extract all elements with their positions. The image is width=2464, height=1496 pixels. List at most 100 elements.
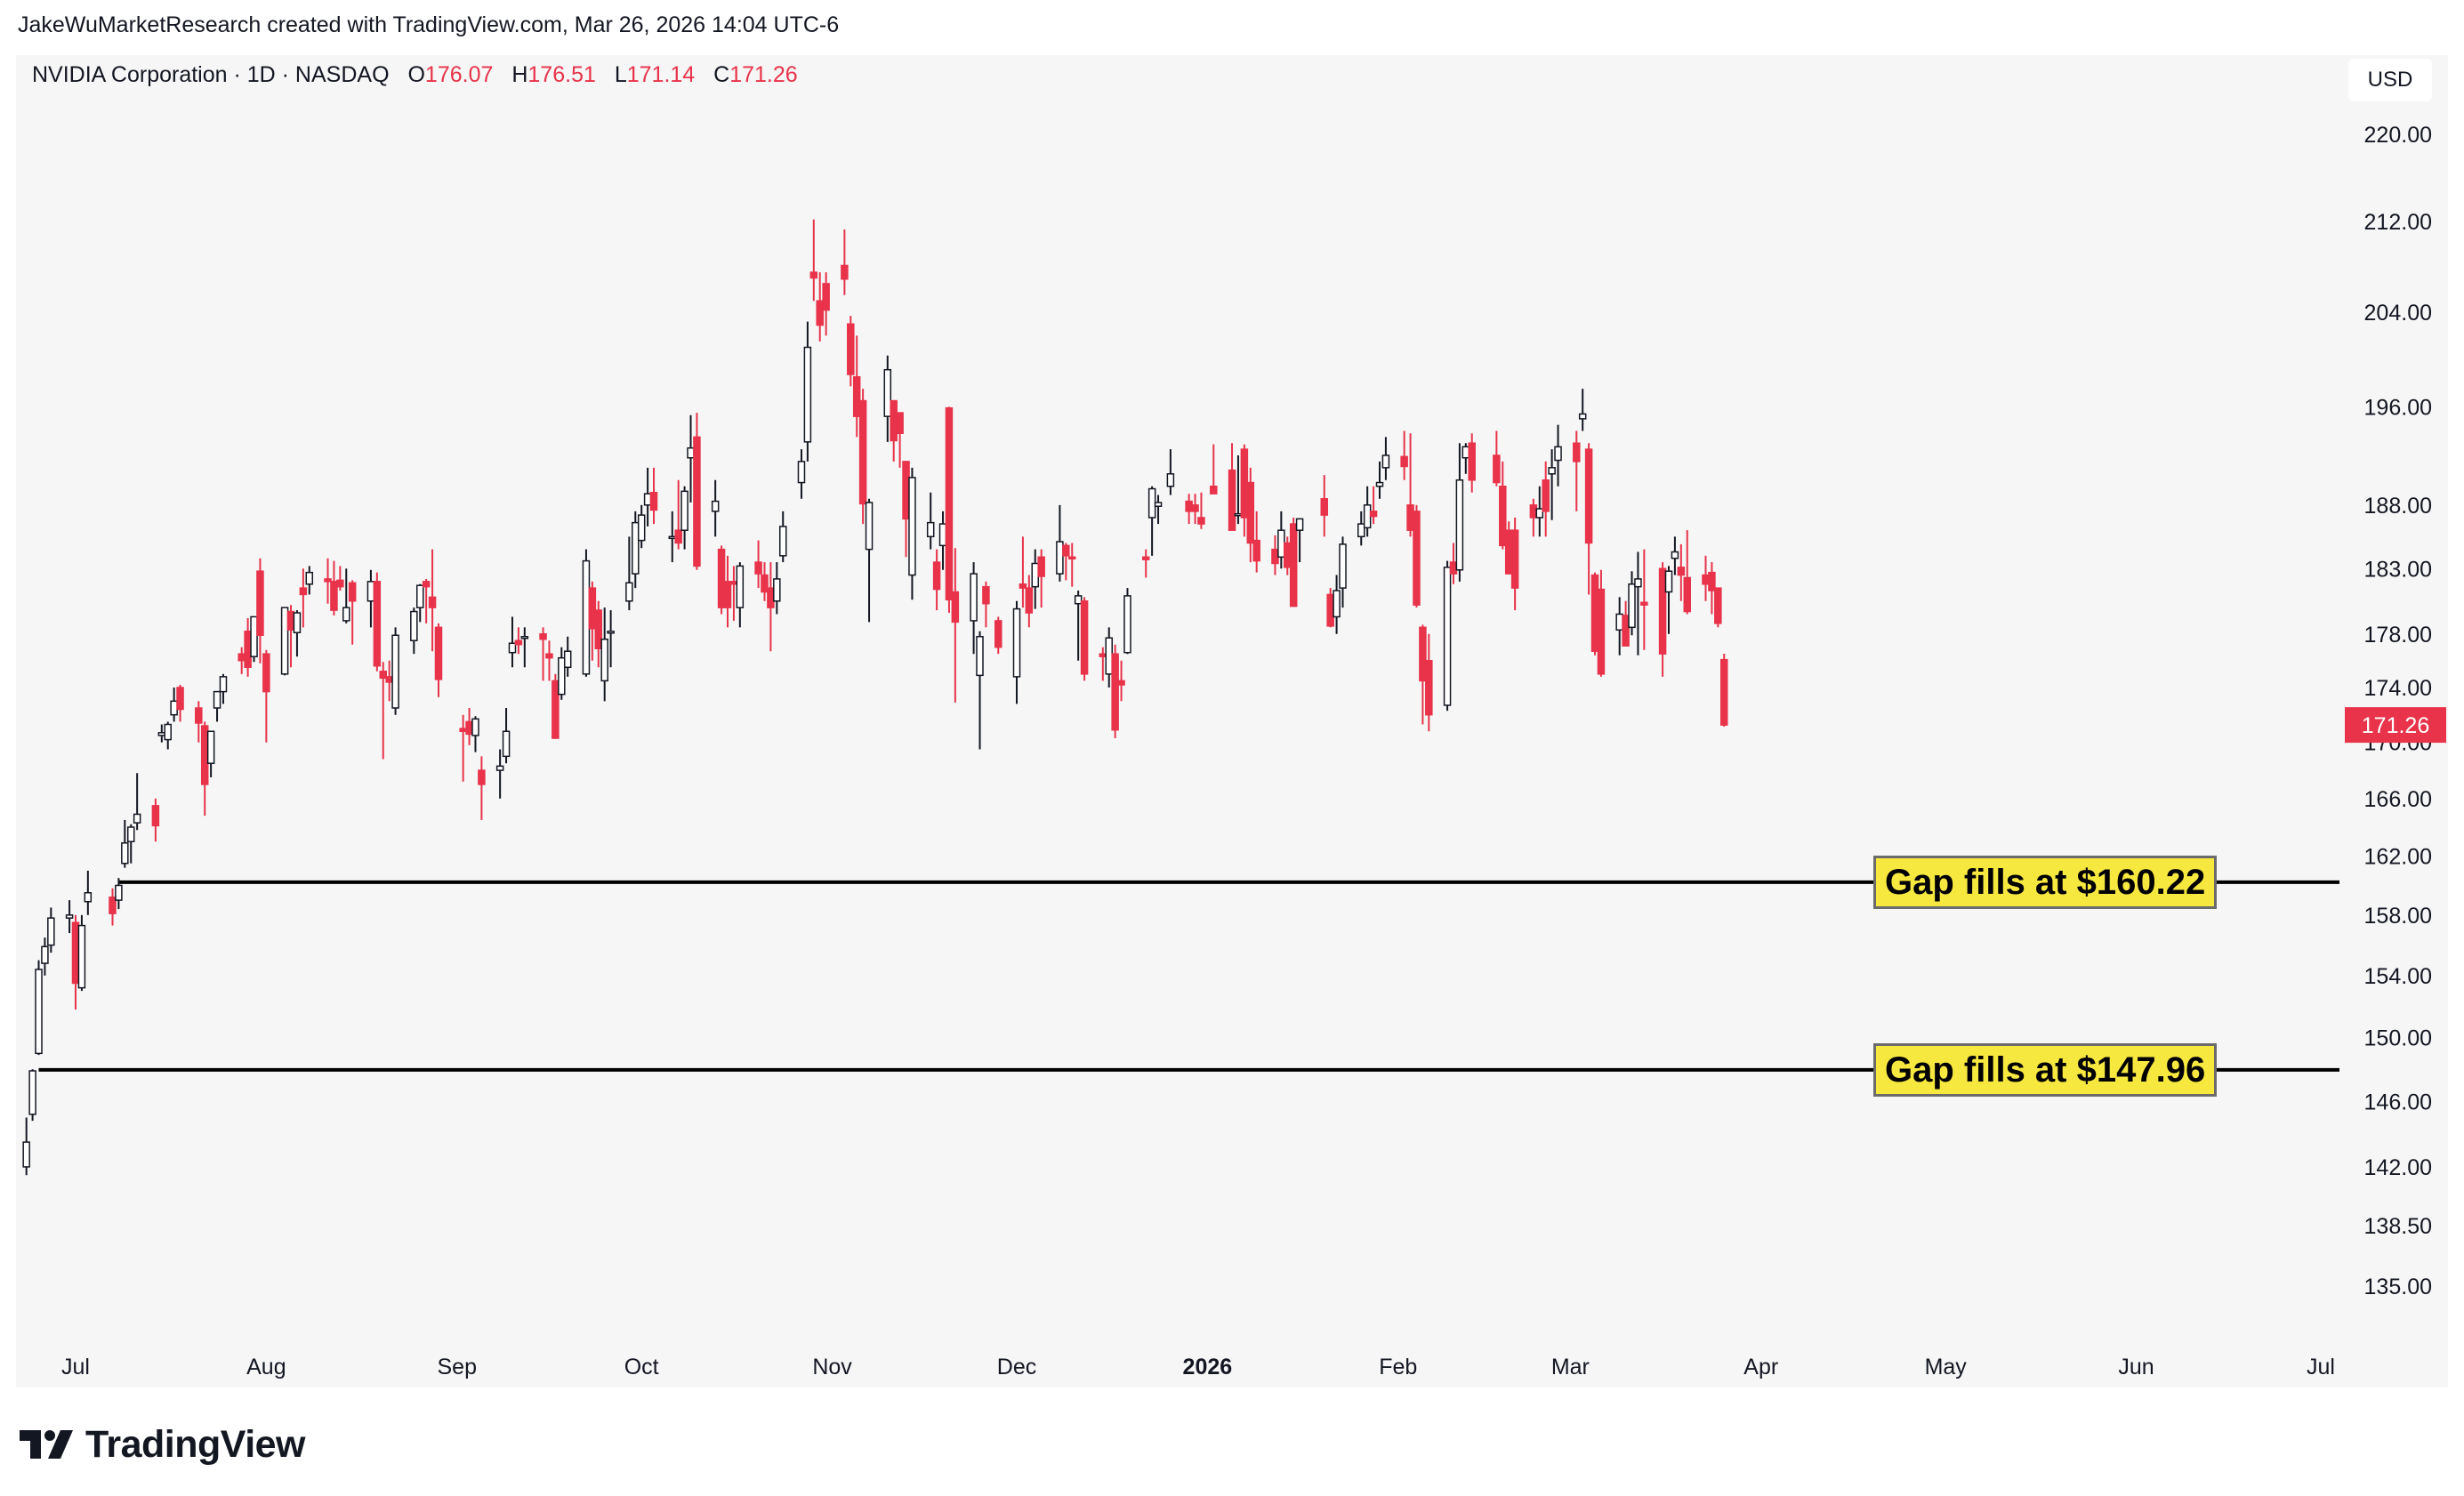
candle-body xyxy=(348,582,357,602)
candle xyxy=(1615,597,1623,656)
candle-body xyxy=(976,635,984,677)
y-tick-label: 158.00 xyxy=(2364,904,2432,929)
candle-body xyxy=(736,565,745,608)
candle xyxy=(1271,535,1279,575)
candle xyxy=(1062,543,1070,581)
candle-body xyxy=(410,610,418,641)
candle xyxy=(723,555,732,628)
close-label: C xyxy=(713,62,730,87)
tradingview-brand: TradingView xyxy=(85,1422,306,1466)
candle xyxy=(1578,389,1587,431)
candle-body xyxy=(890,399,898,442)
candle-body xyxy=(1012,607,1021,678)
candle xyxy=(637,504,646,549)
candle xyxy=(687,414,695,503)
candle-body xyxy=(250,615,258,657)
candle-body xyxy=(1252,539,1260,562)
gap-fill-label-upper[interactable]: Gap fills at $160.22 xyxy=(1873,855,2218,909)
candle xyxy=(632,511,640,589)
candle-body xyxy=(373,581,382,667)
candle-body xyxy=(256,570,264,637)
candle xyxy=(109,888,117,926)
candle-body xyxy=(1295,518,1304,531)
candle xyxy=(1056,504,1064,582)
candle-body xyxy=(797,461,806,484)
candle-body xyxy=(1062,544,1070,557)
candle xyxy=(373,572,382,672)
candle-body xyxy=(206,730,215,764)
candle-body xyxy=(1117,680,1125,686)
candle-body xyxy=(471,718,479,736)
horizontal-lines[interactable] xyxy=(38,880,2339,1072)
candle-body xyxy=(1425,659,1433,716)
candle-body xyxy=(1714,587,1722,624)
candle xyxy=(1708,562,1716,615)
candle xyxy=(890,399,898,462)
y-tick-label: 154.00 xyxy=(2364,964,2432,989)
gap-fill-label-lower[interactable]: Gap fills at $147.96 xyxy=(1873,1042,2218,1097)
y-tick-label: 212.00 xyxy=(2364,210,2432,235)
candle xyxy=(366,569,375,628)
candle xyxy=(1191,494,1199,525)
candle xyxy=(115,878,123,910)
candle-body xyxy=(951,591,960,623)
candle-body xyxy=(717,548,726,608)
currency-button[interactable]: USD xyxy=(2348,59,2432,101)
candle-body xyxy=(1622,615,1630,647)
candle xyxy=(1529,498,1538,537)
candle-body xyxy=(1277,529,1285,559)
candle-body xyxy=(1375,481,1384,487)
candle-body xyxy=(514,639,523,646)
candle xyxy=(625,536,633,611)
candlestick-chart[interactable]: 220.00 212.00 204.00 196.00 188.00 183.00 178.… xyxy=(0,0,2464,1387)
candle-body xyxy=(508,642,517,654)
candle-body xyxy=(723,581,732,608)
time-axis[interactable]: Jul Aug Sep Oct Nov Dec 2026 Feb Mar Apr May Jun Jul xyxy=(61,1355,2335,1379)
candle xyxy=(1499,461,1507,550)
candle-body xyxy=(607,631,615,634)
candle xyxy=(1634,551,1642,656)
candle xyxy=(478,756,486,820)
y-tick-label: 196.00 xyxy=(2364,395,2432,420)
candle-body xyxy=(649,492,658,511)
candle-body xyxy=(126,826,135,842)
candle-body xyxy=(121,842,129,865)
candle-body xyxy=(847,323,855,375)
candle-body xyxy=(982,585,990,605)
candle-body xyxy=(1099,653,1107,657)
candle xyxy=(324,558,332,604)
candle xyxy=(1468,433,1476,493)
candle xyxy=(1425,633,1433,732)
candle-body xyxy=(428,596,437,608)
symbol-legend[interactable]: NVIDIA Corporation · 1D · NASDAQ O176.07… xyxy=(32,62,798,88)
candle xyxy=(767,562,775,652)
candle xyxy=(1510,517,1519,611)
price-axis[interactable]: 220.00 212.00 204.00 196.00 188.00 183.00 178.… xyxy=(2345,123,2446,1299)
tradingview-logo[interactable]: TradingView xyxy=(18,1420,306,1469)
high-value: 176.51 xyxy=(527,62,596,87)
candle xyxy=(1240,444,1249,537)
candle xyxy=(286,605,295,668)
candle xyxy=(1542,461,1550,537)
candle-body xyxy=(643,493,652,506)
candle xyxy=(1147,486,1156,556)
candle xyxy=(206,730,215,777)
candle-body xyxy=(1381,454,1390,469)
candle xyxy=(385,660,393,702)
open-label: O xyxy=(407,62,425,87)
candle-body xyxy=(1529,504,1538,519)
candle xyxy=(797,449,806,499)
candle xyxy=(41,937,49,976)
candle xyxy=(1210,444,1218,495)
candle-body xyxy=(1105,637,1113,675)
y-tick-label: 183.00 xyxy=(2364,557,2432,582)
candle-body xyxy=(1708,571,1716,591)
chart-panel[interactable] xyxy=(16,55,2448,1387)
candle xyxy=(563,636,572,677)
candle-body xyxy=(502,730,511,758)
candle xyxy=(1455,443,1464,582)
x-tick-label: Feb xyxy=(1379,1355,1417,1379)
x-tick-label: 2026 xyxy=(1183,1355,1233,1379)
candle xyxy=(520,627,529,668)
candle xyxy=(582,549,591,677)
